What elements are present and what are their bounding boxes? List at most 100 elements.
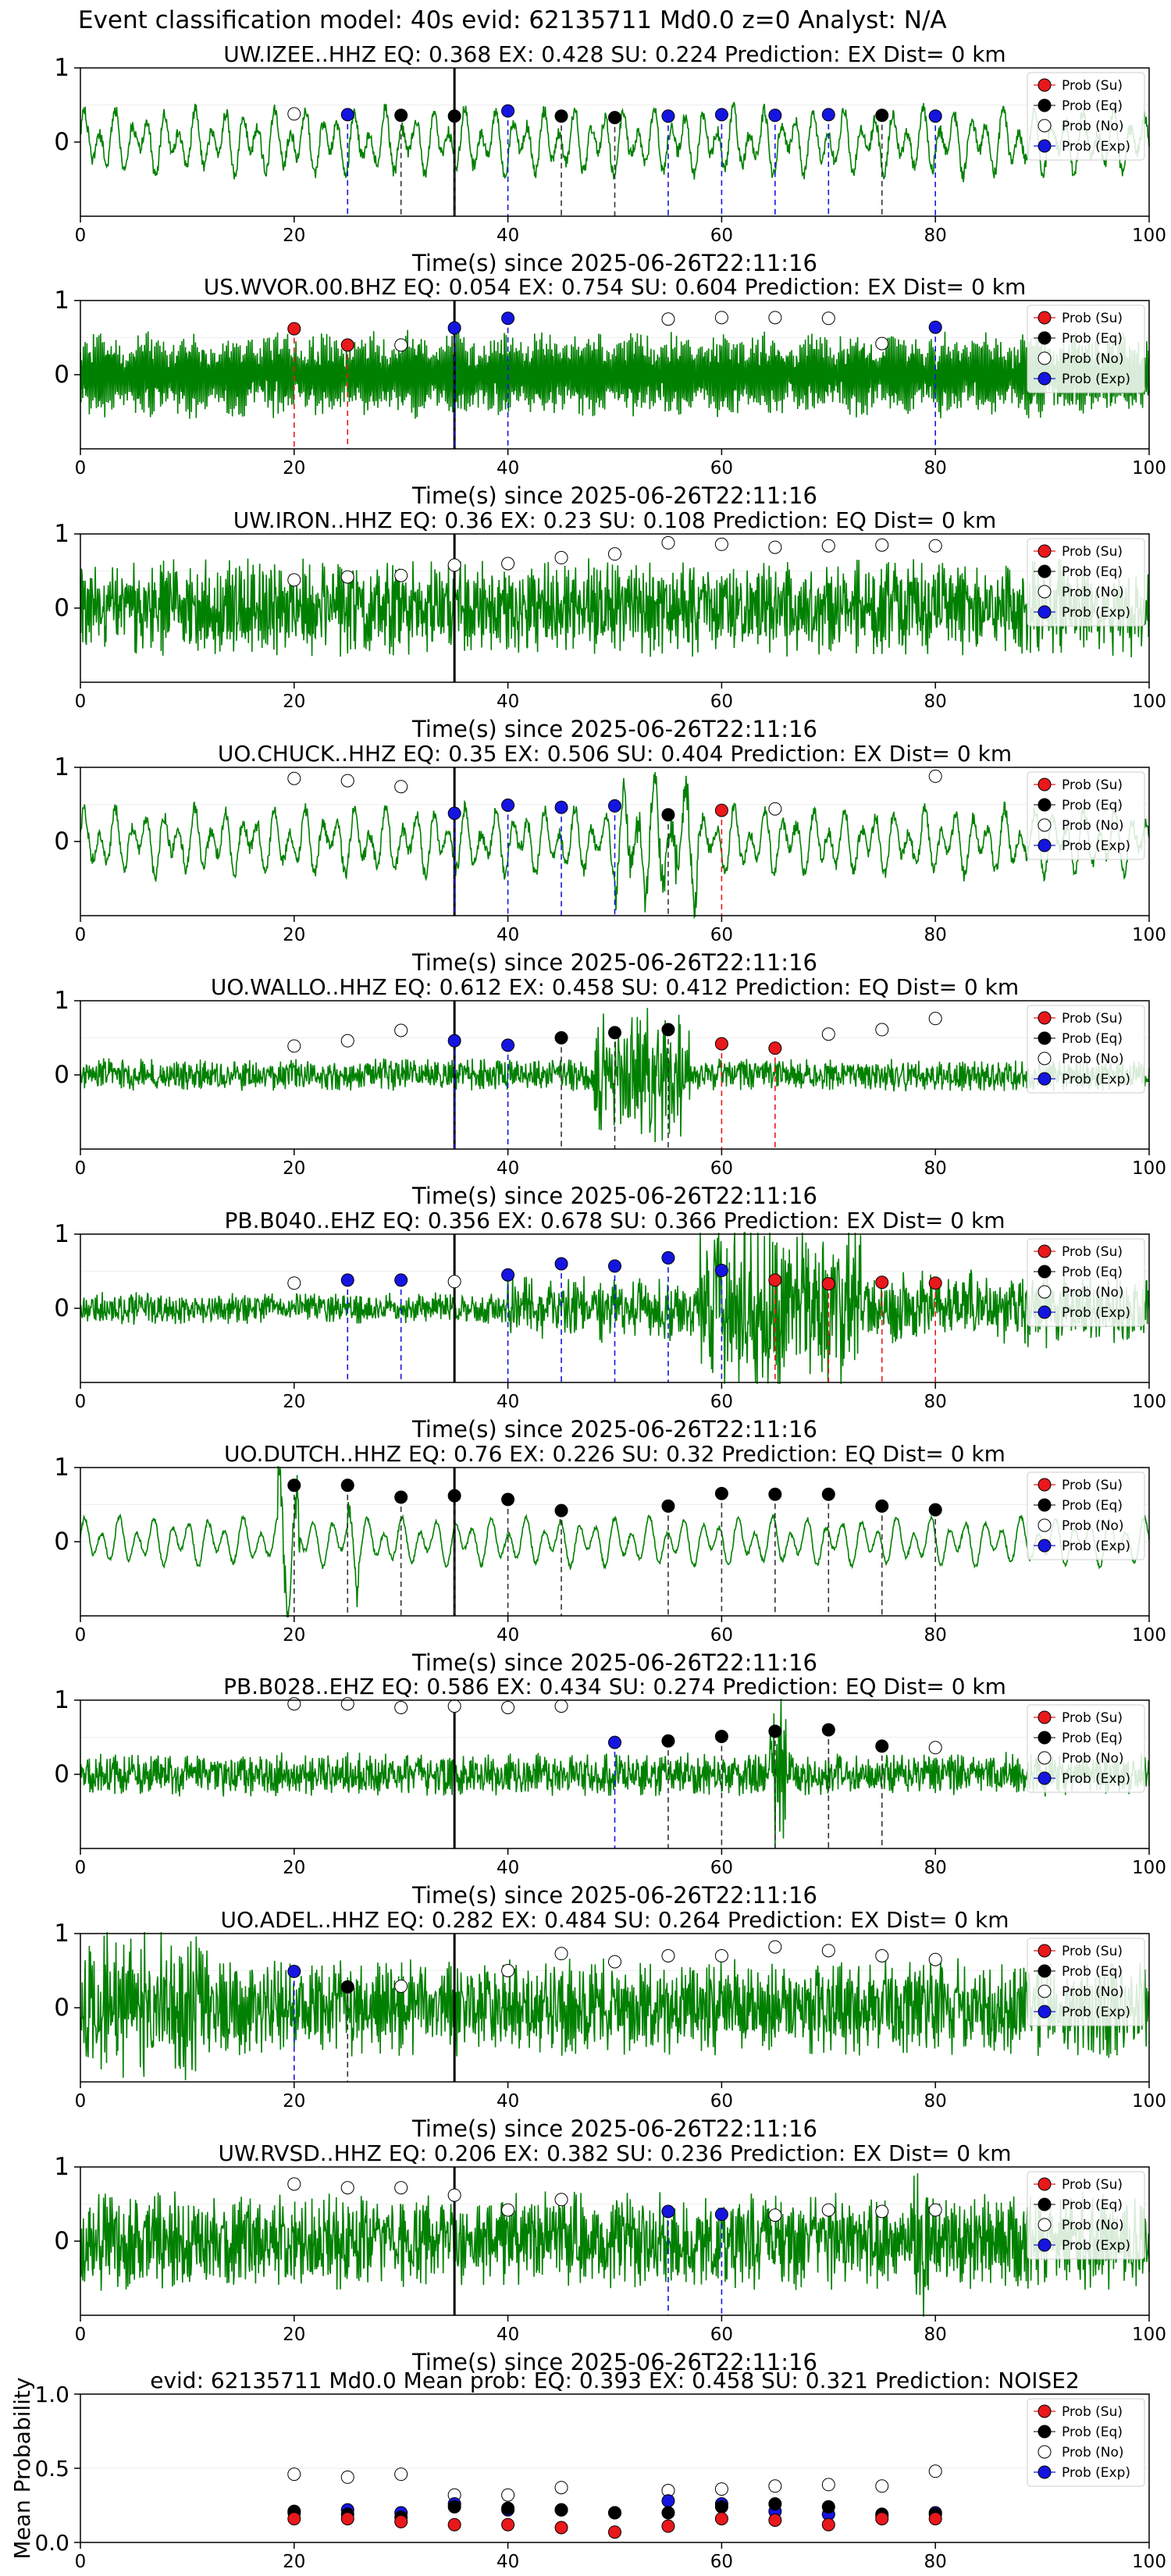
x-axis-label: Time(s) since 2025-06-26T22:11:16 [411, 1649, 817, 1676]
prob-point-eq [714, 1486, 728, 1500]
y-tick-label: 0 [54, 1294, 69, 1322]
legend-label: Prob (Exp) [1062, 2238, 1130, 2254]
prob-point-no [928, 539, 942, 553]
legend-label: Prob (Eq) [1062, 1031, 1123, 1047]
prob-point-eq [661, 1023, 675, 1037]
prob-point-su [768, 1273, 782, 1287]
panel-4: UO.CHUCK..HHZ EQ: 0.35 EX: 0.506 SU: 0.4… [54, 741, 1166, 976]
prob-point-no [554, 1699, 568, 1713]
legend-label: Prob (Exp) [1062, 1072, 1130, 1087]
legend-label: Prob (Eq) [1062, 1731, 1123, 1746]
x-tick-label: 80 [924, 1158, 947, 1179]
mean-point-eq [447, 2500, 461, 2514]
mean-point-su [554, 2521, 568, 2535]
x-tick-label: 0 [75, 226, 87, 246]
mean-point-no [875, 2479, 889, 2493]
x-tick-label: 0 [75, 1858, 87, 1878]
x-tick-label: 0 [75, 925, 87, 945]
legend-label: Prob (No) [1062, 1285, 1124, 1300]
y-tick-label: 1 [54, 1453, 69, 1482]
prob-point-no [394, 780, 408, 794]
prob-point-exp [501, 104, 515, 118]
prob-point-no [928, 1952, 942, 1966]
legend-frame [1027, 771, 1145, 860]
legend-marker [1038, 2197, 1052, 2211]
prob-point-no [768, 311, 782, 325]
y-tick-label: 1 [54, 1686, 69, 1714]
prob-point-no [287, 573, 301, 587]
figure-title: Event classification model: 40s evid: 62… [78, 6, 947, 34]
mean-point-no [287, 2467, 301, 2482]
x-tick-label: 40 [497, 1858, 519, 1878]
prob-point-exp [608, 1259, 621, 1273]
waveform-trace [80, 2172, 1150, 2317]
legend-marker [1038, 798, 1052, 812]
prob-point-eq [394, 109, 408, 123]
legend-marker [1038, 585, 1052, 599]
legend-marker [1038, 1964, 1052, 1978]
mean-point-eq [821, 2500, 835, 2514]
panel-10: UW.RVSD..HHZ EQ: 0.206 EX: 0.382 SU: 0.2… [54, 2140, 1166, 2375]
prob-point-su [340, 338, 354, 352]
prob-point-eq [714, 1730, 728, 1744]
prob-point-no [875, 538, 889, 552]
mean-point-eq [661, 2506, 675, 2520]
mean-point-eq [554, 2503, 568, 2517]
legend-label: Prob (No) [1062, 1984, 1124, 2000]
prob-point-eq [447, 109, 461, 123]
x-tick-label: 20 [283, 2325, 305, 2345]
prob-point-no [340, 1034, 354, 1048]
legend-label: Prob (Exp) [1062, 2005, 1130, 2020]
y-axis-label: Mean Probability [9, 2377, 35, 2559]
x-tick-label: 20 [283, 226, 305, 246]
prob-point-no [714, 1949, 728, 1962]
x-tick-label: 60 [710, 692, 733, 712]
x-tick-label: 80 [924, 1858, 947, 1878]
prob-point-su [875, 1276, 889, 1290]
x-tick-label: 100 [1132, 226, 1166, 246]
prob-point-eq [501, 1493, 515, 1507]
panel-2: US.WVOR.00.BHZ EQ: 0.054 EX: 0.754 SU: 0… [54, 274, 1166, 509]
legend-marker [1038, 1539, 1052, 1553]
x-axis-label: Time(s) since 2025-06-26T22:11:16 [411, 716, 817, 742]
panel-title: UW.IZEE..HHZ EQ: 0.368 EX: 0.428 SU: 0.2… [223, 41, 1005, 67]
prob-point-exp [501, 311, 515, 326]
legend-label: Prob (Su) [1062, 1244, 1123, 1260]
y-tick-label: 1 [54, 1920, 69, 1948]
legend-label: Prob (Su) [1062, 311, 1123, 326]
y-tick-label: 1 [54, 54, 69, 82]
x-tick-label: 60 [710, 925, 733, 945]
legend-marker [1038, 2218, 1052, 2232]
x-tick-label: 60 [710, 226, 733, 246]
prob-point-no [340, 570, 354, 584]
legend-marker [1038, 1031, 1052, 1045]
prob-point-exp [608, 1735, 621, 1749]
x-tick-label: 20 [283, 2552, 305, 2572]
legend-marker [1038, 838, 1052, 852]
x-tick-label: 60 [710, 458, 733, 479]
legend-frame [1027, 1704, 1145, 1793]
prob-point-eq [447, 1489, 461, 1503]
y-tick-label: 0 [54, 1061, 69, 1089]
prob-point-no [928, 1012, 942, 1026]
prob-point-no [554, 1947, 568, 1961]
prob-point-no [608, 547, 621, 561]
legend-marker [1038, 2238, 1052, 2252]
x-axis-label: Time(s) since 2025-06-26T22:11:16 [411, 1183, 817, 1209]
legend-label: Prob (No) [1062, 1751, 1124, 1767]
x-axis-label: Time(s) since 2025-06-26T22:11:16 [411, 1882, 817, 1909]
mean-point-no [554, 2481, 568, 2495]
y-tick-label: 0 [54, 128, 69, 156]
x-tick-label: 80 [924, 925, 947, 945]
prob-point-no [340, 2181, 354, 2195]
x-tick-label: 60 [710, 1858, 733, 1878]
y-tick-label: 1 [54, 286, 69, 315]
legend-marker [1038, 1244, 1052, 1258]
prob-point-exp [768, 109, 782, 123]
legend-marker [1038, 818, 1052, 832]
legend-label: Prob (No) [1062, 1518, 1124, 1534]
legend-frame [1027, 2398, 1145, 2487]
legend-marker [1038, 2465, 1052, 2479]
x-tick-label: 20 [283, 1858, 305, 1878]
